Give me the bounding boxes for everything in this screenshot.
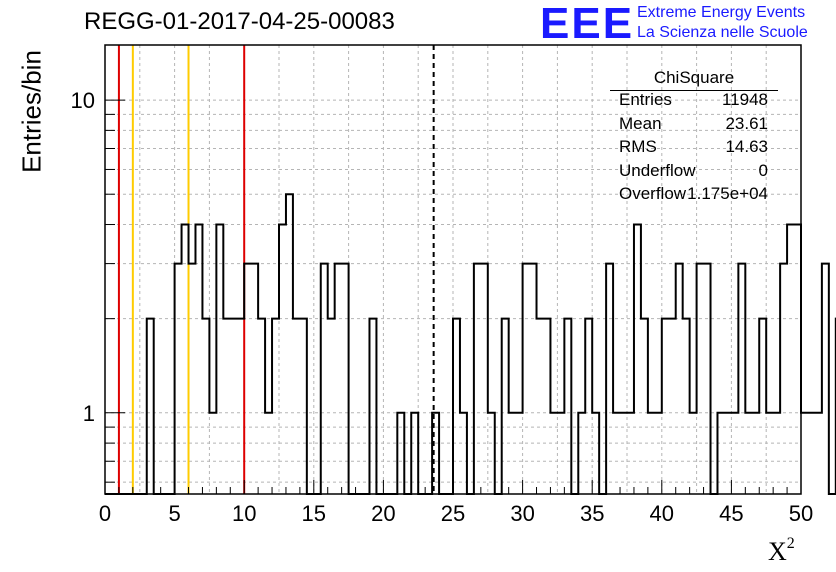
stats-value: 0 — [758, 160, 768, 180]
stats-value: 1.175e+04 — [687, 184, 768, 204]
y-axis-ticks: 1 10 — [71, 88, 125, 483]
stats-value: 11948 — [721, 90, 768, 109]
x-tick-label: 10 — [232, 501, 256, 526]
x-axis-label: X2 — [768, 535, 795, 567]
chart-title: REGG-01-2017-04-25-00083 — [84, 8, 395, 35]
stats-key: Overflow — [619, 184, 687, 204]
x-axis-label-text: X — [768, 537, 787, 566]
logo-caption: Extreme Energy Events La Scienza nelle S… — [637, 3, 808, 43]
x-tick-label: 35 — [580, 501, 604, 526]
x-axis-ticks: 0 5 10 15 20 25 30 35 40 45 50 — [99, 480, 813, 526]
x-tick-label: 15 — [302, 501, 326, 526]
x-tick-label: 0 — [99, 501, 111, 526]
stats-title: ChiSquare — [653, 68, 735, 87]
stats-row: RMS 14.63 — [610, 137, 778, 161]
x-axis-label-superscript: 2 — [786, 535, 795, 552]
stats-value: 23.61 — [725, 113, 768, 133]
logo-line-2: La Scienza nelle Scuole — [637, 24, 808, 41]
stats-key: Entries — [619, 90, 672, 109]
stats-row: Underflow 0 — [610, 161, 778, 185]
stats-row: Overflow 1.175e+04 — [610, 184, 778, 208]
y-tick-label: 10 — [71, 88, 95, 113]
stats-key: Underflow — [619, 160, 696, 180]
x-tick-label: 20 — [371, 501, 395, 526]
stats-row: Mean 23.61 — [610, 114, 778, 138]
histogram-series — [105, 193, 836, 495]
x-tick-label: 30 — [510, 501, 534, 526]
x-tick-label: 25 — [441, 501, 465, 526]
stats-row: Entries 11948 — [610, 90, 778, 114]
x-tick-label: 50 — [789, 501, 813, 526]
y-tick-label: 1 — [83, 401, 95, 426]
stats-key: Mean — [619, 113, 662, 133]
x-tick-label: 40 — [650, 501, 674, 526]
stats-value: 14.63 — [725, 137, 768, 157]
eee-logo: EEE — [540, 0, 635, 48]
stats-key: RMS — [619, 137, 657, 157]
x-tick-label: 45 — [719, 501, 743, 526]
stats-box: ChiSquare Entries 11948 Mean 23.61 RMS 14.6… — [610, 68, 778, 208]
stats-divider — [610, 90, 778, 91]
logo-line-1: Extreme Energy Events — [637, 4, 806, 21]
x-tick-label: 5 — [168, 501, 180, 526]
marker-lines — [117, 45, 435, 494]
y-axis-label: Entries/bin — [16, 50, 47, 173]
